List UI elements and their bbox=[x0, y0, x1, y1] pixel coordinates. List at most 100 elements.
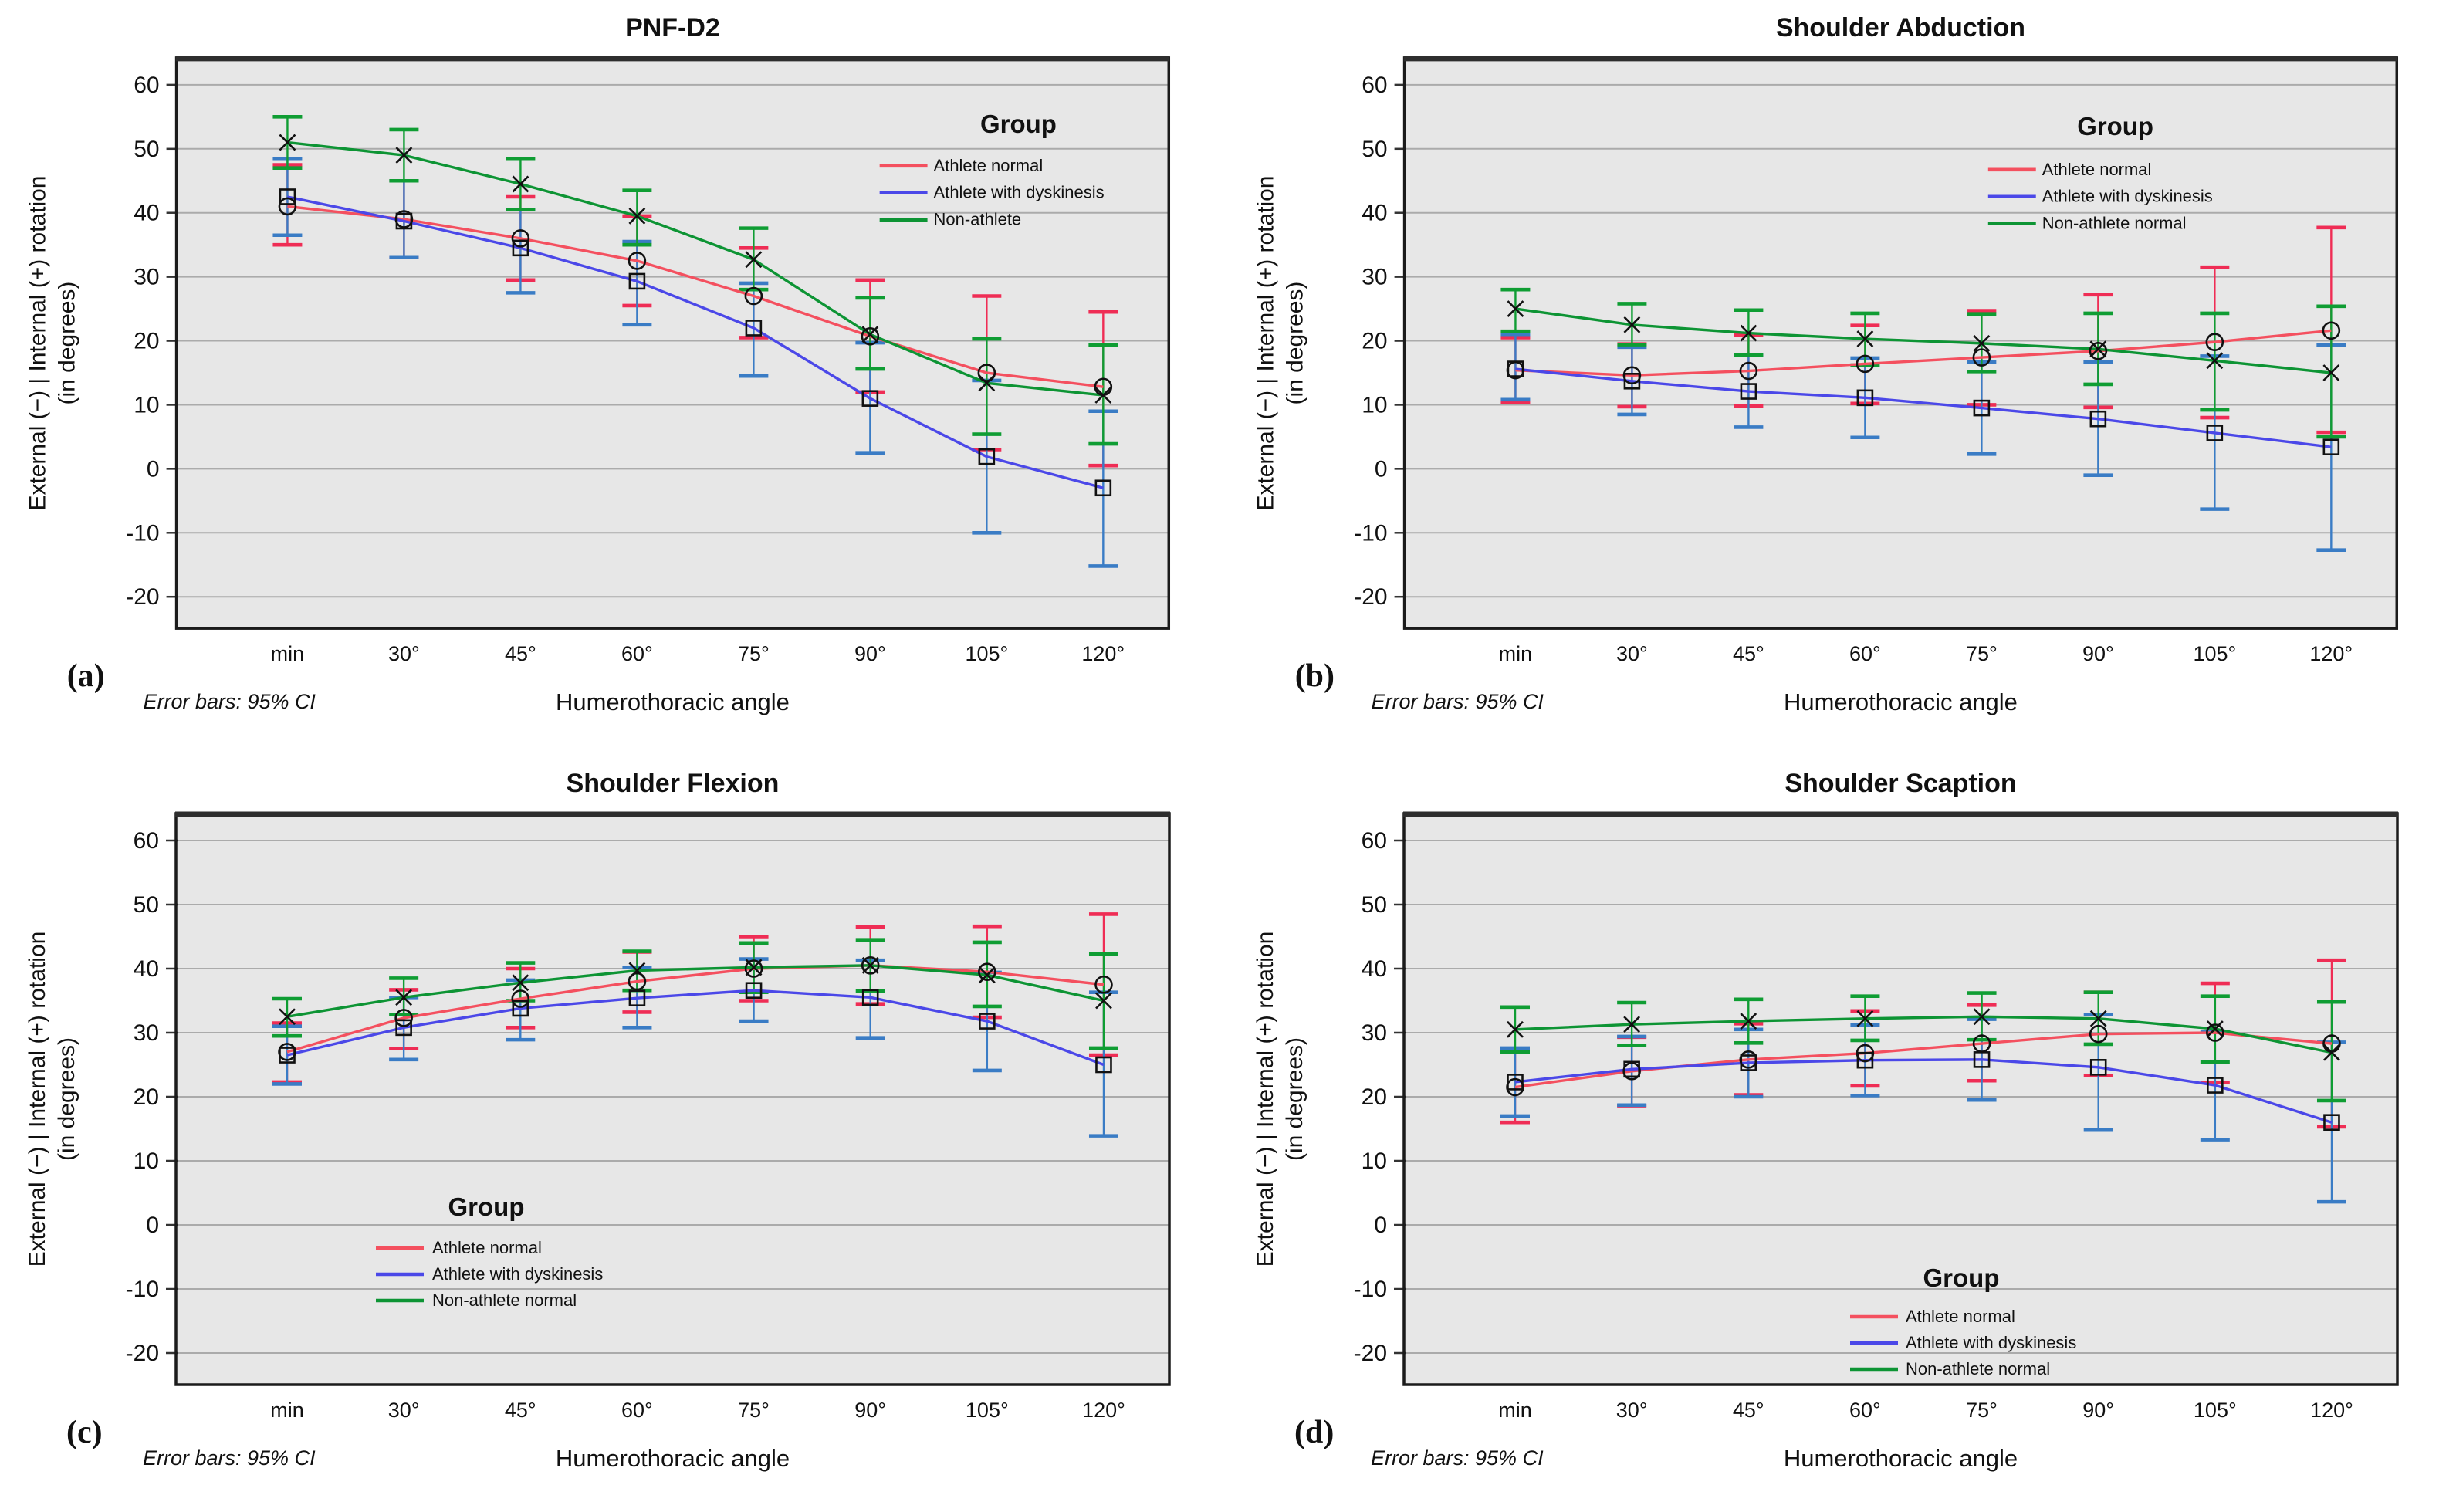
y-tick-label: 50 bbox=[1362, 137, 1387, 162]
square-marker bbox=[628, 272, 646, 290]
y-tick-label: 40 bbox=[134, 956, 159, 982]
x-tick-label: 60° bbox=[1849, 1399, 1881, 1422]
panel-title: Shoulder Scaption bbox=[1784, 769, 2016, 798]
error-bars-footnote: Error bars: 95% CI bbox=[1372, 690, 1544, 713]
panel-a: 60 50 40 30 20 10 0 -10 -20 min 30° 45° 60° 75° 90° 105… bbox=[0, 0, 1228, 756]
y-tick-label: -20 bbox=[126, 584, 159, 610]
series-line-athlete-with-dyskinesis bbox=[1515, 367, 2332, 448]
panel-title: PNF-D2 bbox=[625, 13, 720, 42]
series-line-non-athlete-normal bbox=[1514, 1015, 2333, 1054]
y-tick-label: 10 bbox=[134, 392, 159, 418]
series-line-athlete-with-dyskinesis bbox=[1514, 1058, 2333, 1124]
square-marker bbox=[1856, 389, 1874, 407]
chart-b: 60 50 40 30 20 10 0 -10 -20 min 30° 45° 60° 75° 90° 105… bbox=[1253, 13, 2399, 715]
x-tick-label: 105° bbox=[965, 642, 1008, 665]
y-axis-label-line2: (in degrees) bbox=[1283, 282, 1308, 405]
circle-marker bbox=[744, 959, 763, 978]
square-marker bbox=[1507, 360, 1524, 377]
markers-x bbox=[1507, 300, 2340, 381]
square-marker bbox=[395, 212, 413, 230]
y-tick-label: 60 bbox=[134, 828, 159, 854]
y-axis-label-line1: External (−) | Internal (+) rotation bbox=[25, 176, 51, 511]
series-line-non-athlete-normal bbox=[1515, 307, 2332, 374]
legend-entry-label: Athlete with dyskinesis bbox=[432, 1264, 603, 1284]
legend: Group Athlete normal Athlete with dyskines… bbox=[376, 1192, 603, 1310]
y-axis-label-line1: External (−) | Internal (+) rotation bbox=[1253, 176, 1279, 511]
circle-marker bbox=[861, 956, 880, 975]
x-tick-label: 45° bbox=[1733, 642, 1764, 665]
x-marker bbox=[512, 175, 529, 193]
x-tick-label: 60° bbox=[1849, 642, 1881, 665]
x-marker bbox=[279, 134, 296, 151]
y-tick-label: 60 bbox=[1362, 828, 1387, 854]
series-line-athlete-normal bbox=[286, 964, 1105, 1054]
square-marker bbox=[1623, 372, 1641, 390]
y-tick-label: -10 bbox=[126, 520, 159, 546]
x-marker bbox=[512, 974, 529, 992]
x-marker bbox=[2089, 1010, 2107, 1027]
legend-entry-label: Athlete with dyskinesis bbox=[2042, 187, 2213, 206]
square-marker bbox=[745, 320, 763, 337]
chart-d: 60 50 40 30 20 10 0 -10 -20 min 30° 45° 60° 75° 90° 105… bbox=[1253, 769, 2399, 1472]
plot-area bbox=[1404, 814, 2397, 1385]
x-marker bbox=[1856, 1010, 1874, 1027]
markers-x bbox=[279, 134, 1112, 404]
x-marker bbox=[978, 966, 996, 984]
y-tick-label: 50 bbox=[134, 892, 159, 918]
y-tick-label: -10 bbox=[1354, 520, 1387, 546]
circle-marker bbox=[2089, 1024, 2108, 1044]
x-tick-label: 30° bbox=[388, 1399, 420, 1422]
x-marker bbox=[1507, 1020, 1524, 1038]
square-marker bbox=[978, 448, 996, 465]
panel-c: 60 50 40 30 20 10 0 -10 -20 min 30° 45° 60° 75° 90° 105… bbox=[0, 756, 1228, 1512]
x-marker bbox=[861, 956, 879, 974]
legend: Group Athlete normal Athlete with dyskines… bbox=[1850, 1263, 2076, 1378]
x-marker bbox=[2206, 352, 2224, 370]
x-marker bbox=[745, 959, 763, 976]
circle-marker bbox=[1739, 361, 1758, 381]
square-marker bbox=[861, 989, 879, 1006]
x-tick-label: 90° bbox=[2082, 1399, 2114, 1422]
chart-a: 60 50 40 30 20 10 0 -10 -20 min 30° 45° 60° 75° 90° 105… bbox=[25, 13, 1171, 715]
x-marker bbox=[395, 147, 413, 164]
y-tick-label: 60 bbox=[134, 73, 159, 98]
y-tick-label: 50 bbox=[1362, 892, 1387, 918]
x-tick-label: 90° bbox=[854, 1399, 886, 1422]
panel-d: 60 50 40 30 20 10 0 -10 -20 min 30° 45° 60° 75° 90° 105… bbox=[1228, 756, 2456, 1512]
y-tick-label: 10 bbox=[1362, 1148, 1387, 1174]
x-tick-label: 90° bbox=[2082, 642, 2114, 665]
x-marker bbox=[628, 207, 646, 225]
square-marker bbox=[395, 1019, 412, 1037]
error-bars-footnote: Error bars: 95% CI bbox=[144, 690, 316, 713]
series-line-athlete-with-dyskinesis bbox=[287, 195, 1104, 489]
circle-marker bbox=[278, 197, 297, 216]
error-bars-x bbox=[1500, 990, 2346, 1103]
y-tick-label: 20 bbox=[1362, 329, 1387, 354]
square-marker bbox=[2323, 1114, 2340, 1131]
x-marker bbox=[628, 962, 646, 979]
x-marker bbox=[1623, 1016, 1641, 1033]
square-marker bbox=[2206, 425, 2224, 441]
circle-marker bbox=[2206, 1023, 2224, 1042]
legend-entry-label: Non-athlete bbox=[934, 210, 1022, 229]
panel-letter-label: (d) bbox=[1294, 1415, 1334, 1450]
x-tick-label: 45° bbox=[505, 642, 536, 665]
series-line-non-athlete-normal bbox=[286, 964, 1105, 1018]
y-tick-label: 0 bbox=[1374, 1213, 1387, 1238]
x-marker bbox=[1095, 992, 1112, 1010]
x-marker bbox=[395, 989, 413, 1006]
square-marker bbox=[628, 989, 646, 1006]
y-tick-label: 30 bbox=[1362, 1020, 1387, 1046]
square-marker bbox=[1856, 1051, 1874, 1069]
square-marker bbox=[2089, 410, 2107, 428]
square-marker bbox=[2089, 1059, 2107, 1076]
y-tick-label: 30 bbox=[134, 265, 159, 290]
square-marker bbox=[512, 239, 529, 257]
y-tick-label: 0 bbox=[147, 456, 160, 482]
x-tick-label: 105° bbox=[2193, 642, 2236, 665]
panel-title: Shoulder Flexion bbox=[567, 769, 780, 798]
x-tick-label: min bbox=[270, 1399, 304, 1422]
x-axis-label: Humerothoracic angle bbox=[556, 1445, 790, 1472]
y-tick-label: 20 bbox=[134, 1084, 159, 1110]
